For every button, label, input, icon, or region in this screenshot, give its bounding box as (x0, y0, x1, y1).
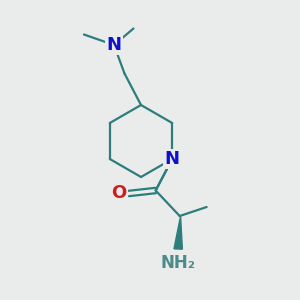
Text: NH₂: NH₂ (161, 254, 196, 272)
Text: N: N (165, 150, 180, 168)
Polygon shape (174, 216, 182, 249)
Text: N: N (106, 36, 122, 54)
Text: O: O (112, 184, 127, 202)
